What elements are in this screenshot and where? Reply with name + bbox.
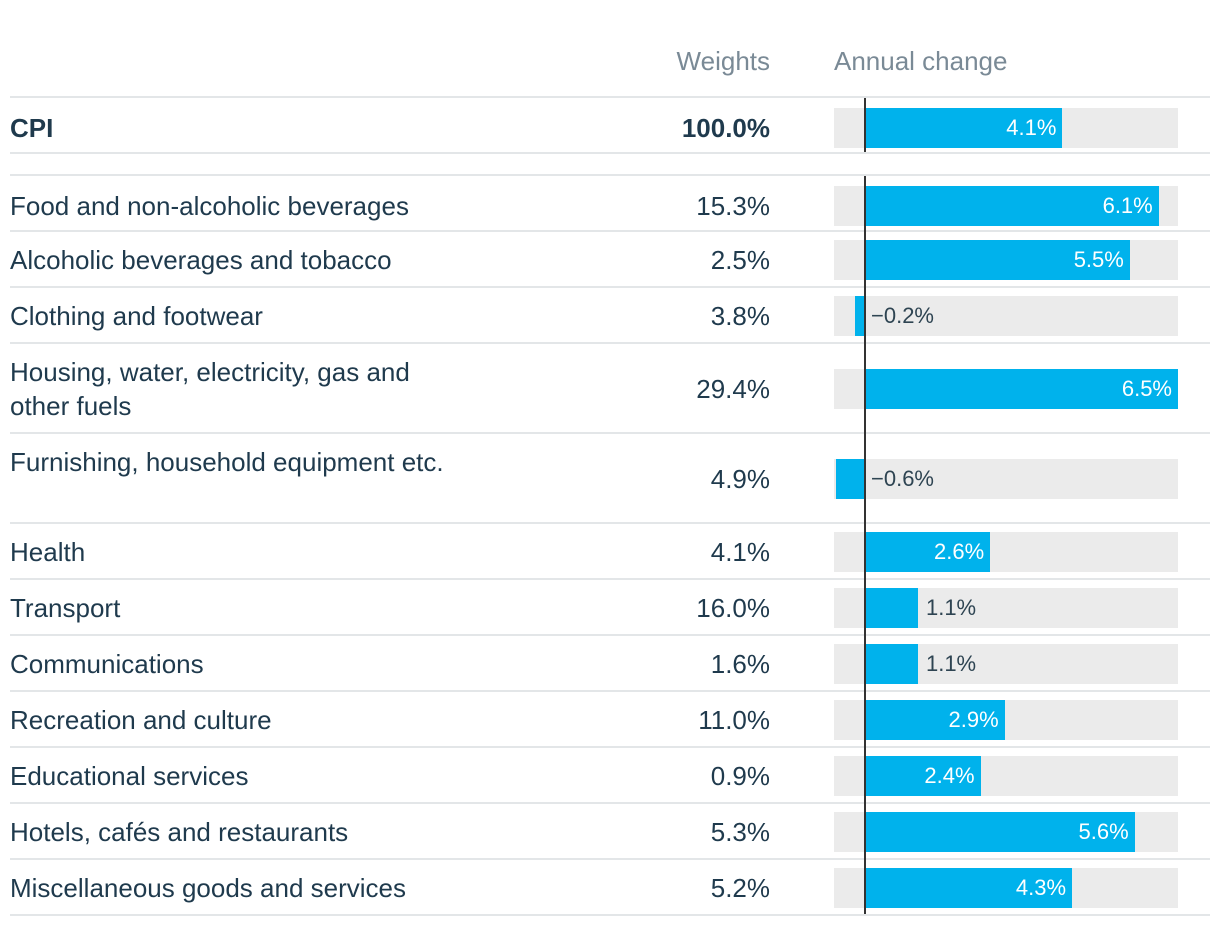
change-value-label: 4.1% <box>1006 115 1057 140</box>
change-bar <box>836 459 865 499</box>
bar-track: −0.6% <box>834 459 1178 499</box>
bar-track: 1.1% <box>834 644 1178 684</box>
table-row: Housing, water, electricity, gas and oth… <box>10 342 1210 434</box>
weight-value: 0.9% <box>710 761 770 791</box>
weight-value: 4.1% <box>710 537 770 567</box>
table-row: Transport 16.0% 1.1% <box>10 578 1210 636</box>
weight-value: 5.2% <box>710 873 770 903</box>
category-label: Hotels, cafés and restaurants <box>10 817 349 847</box>
table-row: Hotels, cafés and restaurants 5.3% 5.6% <box>10 802 1210 860</box>
weight-value: 16.0% <box>696 593 770 623</box>
change-bar <box>865 644 918 684</box>
bar-track: −0.2% <box>834 296 1178 336</box>
weight-value: 5.3% <box>710 817 770 847</box>
category-label: Educational services <box>10 761 249 791</box>
weights-header: Weights <box>676 46 770 76</box>
bar-track: 2.9% <box>834 700 1178 740</box>
category-label: Communications <box>10 649 204 679</box>
change-bar <box>865 108 1063 148</box>
category-label: Miscellaneous goods and services <box>10 873 406 903</box>
cpi-row: CPI 100.0% 4.1% <box>10 96 1210 154</box>
change-bar <box>865 588 918 628</box>
table-row: Furnishing, household equipment etc. 4.9%… <box>10 432 1210 524</box>
change-value-label: 5.5% <box>1073 247 1124 272</box>
weight-value: 15.3% <box>696 191 770 221</box>
weight-value: 2.5% <box>710 245 770 275</box>
bar-track: 5.6% <box>834 812 1178 852</box>
weight-value: 1.6% <box>710 649 770 679</box>
change-value-label: 2.4% <box>924 763 975 788</box>
category-label: Alcoholic beverages and tobacco <box>10 245 392 275</box>
change-bar <box>865 812 1135 852</box>
zero-axis-cpi <box>864 98 866 152</box>
change-value-label: 2.9% <box>948 707 999 732</box>
change-value-label: −0.2% <box>871 303 934 328</box>
category-label: Food and non-alcoholic beverages <box>10 191 409 221</box>
category-label: Clothing and footwear <box>10 301 263 331</box>
change-bar <box>865 868 1073 908</box>
change-bar <box>865 532 991 572</box>
category-label: Furnishing, household equipment etc. <box>10 447 444 477</box>
change-bar <box>865 700 1005 740</box>
change-value-label: −0.6% <box>871 466 934 491</box>
weight-value: 29.4% <box>696 374 770 404</box>
bar-track: 4.1% <box>834 108 1178 148</box>
change-bar <box>865 186 1159 226</box>
change-value-label: 6.1% <box>1102 193 1153 218</box>
weight-value: 4.9% <box>710 464 770 494</box>
table-row: Food and non-alcoholic beverages 15.3% 6.1… <box>10 174 1210 232</box>
weight-value: 3.8% <box>710 301 770 331</box>
bar-track: 5.5% <box>834 240 1178 280</box>
change-bar <box>865 369 1178 409</box>
change-bar <box>865 240 1130 280</box>
table-row: Educational services 0.9% 2.4% <box>10 746 1210 804</box>
bar-track: 6.5% <box>834 369 1178 409</box>
change-value-label: 6.5% <box>1121 376 1172 401</box>
change-value-label: 2.6% <box>934 539 985 564</box>
weight-value: 11.0% <box>698 705 770 735</box>
bar-track: 6.1% <box>834 186 1178 226</box>
category-label: Health <box>10 537 86 567</box>
table-row: Health 4.1% 2.6% <box>10 522 1210 580</box>
table-row: Clothing and footwear 3.8% −0.2% <box>10 286 1210 344</box>
bar-track: 4.3% <box>834 868 1178 908</box>
change-value-label: 1.1% <box>925 595 977 620</box>
table-row: Alcoholic beverages and tobacco 2.5% 5.5% <box>10 230 1210 288</box>
category-label: Housing, water, electricity, gas and oth… <box>10 357 410 421</box>
change-bar <box>855 296 865 336</box>
table-row: Recreation and culture 11.0% 2.9% <box>10 690 1210 748</box>
category-label: Recreation and culture <box>10 705 272 735</box>
bar-track: 1.1% <box>834 588 1178 628</box>
bar-track: 2.4% <box>834 756 1178 796</box>
change-value-label: 4.3% <box>1015 875 1067 900</box>
change-bar <box>865 756 981 796</box>
change-value-label: 1.1% <box>925 651 977 676</box>
annual-change-header: Annual change <box>834 46 1008 76</box>
category-label: Transport <box>10 593 121 623</box>
zero-axis-categories <box>864 176 866 914</box>
weight-value: 100.0% <box>681 113 770 143</box>
bar-track: 2.6% <box>834 532 1178 572</box>
change-value-label: 5.6% <box>1078 819 1129 844</box>
category-label: CPI <box>10 113 54 143</box>
table-row: Miscellaneous goods and services 5.2% 4.3% <box>10 858 1210 916</box>
table-row: Communications 1.6% 1.1% <box>10 634 1210 692</box>
